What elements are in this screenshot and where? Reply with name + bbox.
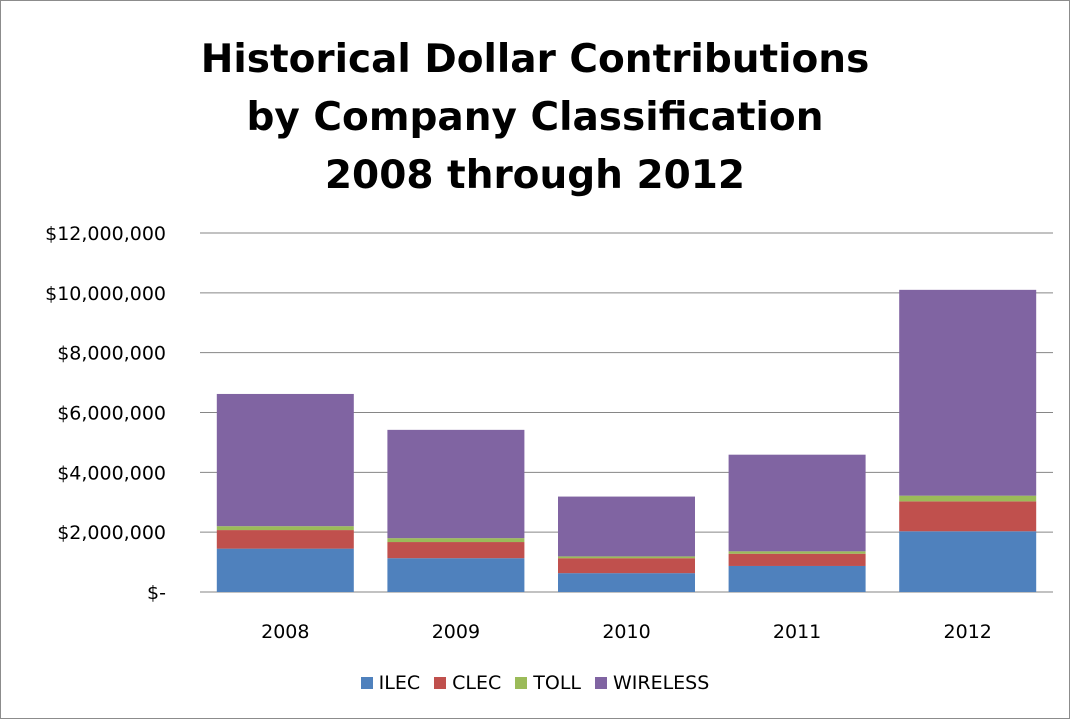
bar-wireless-2012 [899, 289, 1037, 496]
bar-clec-2008 [216, 530, 354, 549]
bar-clec-2009 [387, 542, 525, 559]
bar-ilec-2012 [899, 531, 1037, 592]
y-tick-label: $2,000,000 [57, 522, 166, 544]
chart-title-line-2: by Company Classification [246, 95, 824, 140]
bar-wireless-2008 [216, 393, 354, 527]
legend: ILEC CLEC TOLL WIRELESS [1, 672, 1069, 694]
bar-wireless-2009 [387, 429, 525, 539]
bar-toll-2008 [216, 526, 354, 531]
legend-item-ilec: ILEC [360, 672, 421, 694]
bar-toll-2009 [387, 538, 525, 543]
bar-clec-2011 [728, 553, 866, 566]
legend-swatch [515, 677, 528, 689]
y-tick-label: $- [147, 582, 166, 604]
bar-toll-2011 [728, 551, 866, 554]
legend-swatch [434, 677, 447, 689]
x-tick-label: 2010 [602, 621, 650, 643]
x-tick-label: 2011 [773, 621, 821, 643]
bar-wireless-2010 [558, 496, 695, 557]
y-tick-label: $8,000,000 [57, 343, 166, 365]
x-tick-label: 2012 [944, 621, 992, 643]
bar-toll-2012 [899, 495, 1037, 502]
bar-clec-2012 [899, 501, 1037, 532]
legend-label: WIRELESS [613, 672, 710, 694]
bar-clec-2010 [558, 558, 695, 574]
legend-label: ILEC [378, 672, 421, 694]
legend-item-toll: TOLL [515, 672, 581, 694]
chart-title: Historical Dollar Contributions by Compa… [1, 31, 1069, 205]
bar-ilec-2011 [728, 565, 866, 592]
bar-ilec-2008 [216, 548, 354, 592]
legend-label: CLEC [452, 672, 502, 694]
y-tick-label: $12,000,000 [45, 223, 166, 245]
legend-swatch [595, 677, 607, 689]
legend-item-clec: CLEC [434, 672, 501, 694]
y-tick-label: $4,000,000 [57, 462, 166, 484]
y-tick-label: $6,000,000 [57, 403, 166, 425]
chart-title-line-1: Historical Dollar Contributions [200, 37, 870, 82]
legend-item-wireless: WIRELESS [595, 672, 709, 694]
bar-ilec-2009 [387, 558, 525, 592]
bar-wireless-2011 [728, 454, 866, 552]
x-tick-label: 2008 [261, 621, 309, 643]
x-tick-label: 2009 [432, 621, 480, 643]
bar-toll-2010 [558, 556, 695, 559]
legend-label: TOLL [533, 672, 581, 694]
legend-swatch [360, 677, 373, 689]
bar-ilec-2010 [558, 573, 695, 592]
y-tick-label: $10,000,000 [45, 283, 166, 305]
chart-title-line-3: 2008 through 2012 [324, 153, 746, 198]
